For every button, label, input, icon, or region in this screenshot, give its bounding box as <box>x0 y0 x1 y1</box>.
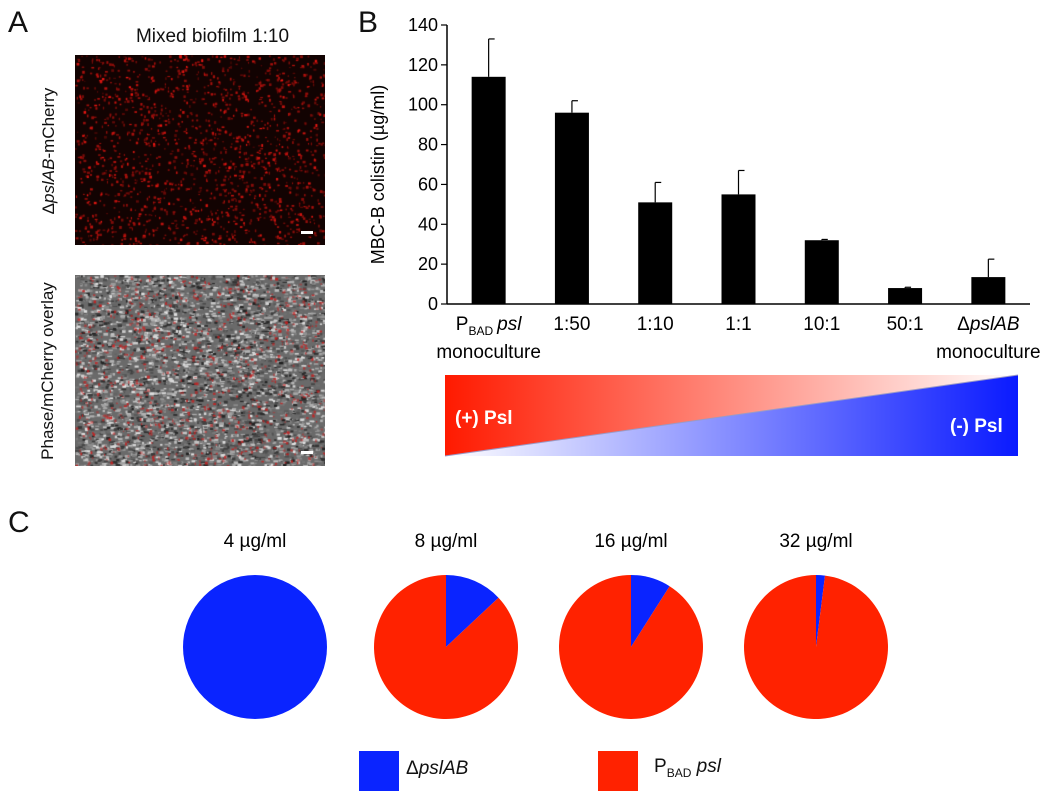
bar <box>804 240 839 304</box>
pie-title: 16 µg/ml <box>594 531 667 552</box>
bar <box>721 194 756 304</box>
scale-bar <box>301 451 313 454</box>
pie-slice <box>446 575 499 647</box>
y-tick-label: 140 <box>408 15 438 35</box>
bar-chart: 0 20 40 60 80 100 120 140 MBC-B colistin (µg/ml)… <box>368 15 1041 363</box>
pie-slice <box>743 575 888 719</box>
legend-swatch-pslab <box>359 751 399 791</box>
pie-slice <box>183 575 327 719</box>
x-tick-label: 10:1 <box>803 314 840 335</box>
panel-a-title: Mixed biofilm 1:10 <box>135 26 290 47</box>
scale-bar <box>301 231 313 234</box>
bar <box>554 112 589 304</box>
y-tick-label: 100 <box>408 95 438 115</box>
bar <box>971 277 1006 304</box>
x-tick-label: 1:1 <box>725 314 751 335</box>
x-tick-label-line2: monoculture <box>936 342 1041 363</box>
y-tick-label: 80 <box>418 135 438 155</box>
pie-title: 4 µg/ml <box>224 531 287 552</box>
pie-slice <box>631 575 670 647</box>
x-tick-label: PBAD psl <box>456 314 522 338</box>
psl-gradient: (+) Psl (-) Psl <box>444 374 1019 457</box>
pie-title: 32 µg/ml <box>779 531 852 552</box>
pie-title: 8 µg/ml <box>415 531 478 552</box>
psl-minus-label: (-) Psl <box>950 416 1003 437</box>
pie-slice <box>374 575 518 719</box>
x-tick-label: 50:1 <box>887 314 924 335</box>
legend-label-pbad-psl: PBAD psl <box>654 756 721 780</box>
bar <box>638 202 673 304</box>
bar <box>888 288 923 304</box>
panel-a-letter: A <box>8 6 29 39</box>
y-tick-label: 20 <box>418 254 438 274</box>
pie-charts: 4 µg/ml 8 µg/ml 16 µg/ml 32 µg/ml <box>183 531 888 719</box>
pie-slice <box>816 575 826 647</box>
legend-label-pslab: ΔpslAB <box>406 758 469 779</box>
fluorescence-image <box>75 55 325 245</box>
y-tick-label: 120 <box>408 55 438 75</box>
panel-c-letter: C <box>8 506 30 539</box>
y-tick-label: 40 <box>418 214 438 234</box>
y-tick-label: 60 <box>418 174 438 194</box>
y-tick-label: 0 <box>428 294 438 314</box>
x-tick-label: 1:10 <box>637 314 674 335</box>
overlay-image <box>75 275 325 466</box>
legend-swatch-pbad-psl <box>598 751 638 791</box>
x-tick-label-line2: monoculture <box>436 342 541 363</box>
psl-plus-label: (+) Psl <box>455 408 513 429</box>
x-tick-label: 1:50 <box>553 314 590 335</box>
panel-b-letter: B <box>358 6 379 39</box>
y-axis-label: MBC-B colistin (µg/ml) <box>368 85 388 264</box>
bar <box>471 76 506 304</box>
pie-slice <box>559 575 704 719</box>
x-tick-label: ΔpslAB <box>957 314 1020 335</box>
